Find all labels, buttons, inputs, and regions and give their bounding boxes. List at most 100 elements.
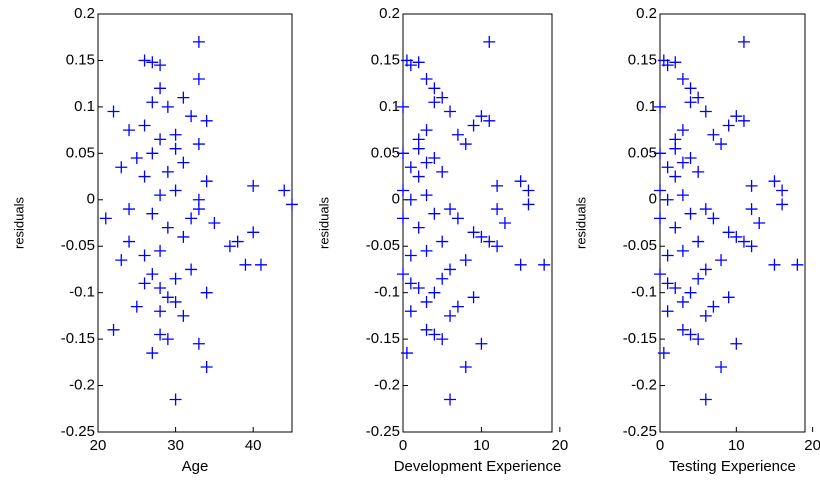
point bbox=[146, 147, 159, 160]
point bbox=[459, 360, 472, 373]
x-tick-label: 10 bbox=[728, 437, 745, 454]
point bbox=[699, 393, 712, 406]
point bbox=[684, 82, 697, 95]
point bbox=[192, 203, 205, 216]
point bbox=[514, 258, 527, 271]
point bbox=[161, 100, 174, 113]
point bbox=[669, 56, 682, 69]
point bbox=[192, 337, 205, 350]
point bbox=[699, 309, 712, 322]
point bbox=[154, 244, 167, 257]
point bbox=[169, 272, 182, 285]
point bbox=[730, 337, 743, 350]
y-tick-label: 0.05 bbox=[66, 144, 95, 161]
point bbox=[138, 170, 151, 183]
point bbox=[459, 138, 472, 151]
y-tick-label: -0.2 bbox=[374, 377, 400, 394]
point bbox=[185, 212, 198, 225]
x-tick-label: 30 bbox=[167, 437, 184, 454]
point bbox=[676, 189, 689, 202]
point bbox=[661, 59, 674, 72]
point bbox=[522, 184, 535, 197]
point bbox=[692, 272, 705, 285]
point bbox=[154, 328, 167, 341]
point bbox=[412, 221, 425, 234]
point bbox=[146, 268, 159, 281]
x-axis-label: Age bbox=[182, 458, 209, 475]
point bbox=[776, 184, 789, 197]
point bbox=[753, 217, 766, 229]
point bbox=[428, 328, 441, 341]
point bbox=[154, 82, 167, 95]
point bbox=[436, 91, 449, 104]
point bbox=[428, 82, 441, 95]
point bbox=[475, 230, 488, 243]
point bbox=[404, 59, 417, 72]
point bbox=[400, 347, 413, 360]
point bbox=[467, 291, 480, 304]
point bbox=[412, 282, 425, 295]
point bbox=[115, 161, 128, 174]
point bbox=[185, 263, 198, 276]
point bbox=[420, 189, 433, 202]
point bbox=[247, 179, 260, 192]
point bbox=[428, 207, 441, 220]
point bbox=[684, 96, 697, 109]
point bbox=[661, 305, 674, 318]
point bbox=[661, 161, 674, 174]
y-tick-label: -0.15 bbox=[61, 330, 95, 347]
y-tick-label: 0.1 bbox=[74, 98, 95, 115]
point bbox=[475, 337, 488, 350]
y-tick-label: 0.2 bbox=[74, 5, 95, 22]
point bbox=[669, 221, 682, 234]
point bbox=[491, 179, 504, 192]
y-tick-label: 0 bbox=[392, 191, 400, 208]
point bbox=[397, 100, 409, 113]
point bbox=[776, 198, 789, 211]
point bbox=[192, 35, 205, 48]
point bbox=[412, 56, 425, 69]
point bbox=[397, 147, 409, 160]
x-tick-label: 0 bbox=[656, 437, 664, 454]
x-tick-label: 20 bbox=[551, 437, 568, 454]
point bbox=[791, 258, 804, 271]
point bbox=[444, 263, 457, 276]
point bbox=[436, 235, 449, 248]
point bbox=[669, 282, 682, 295]
point bbox=[169, 295, 182, 308]
point bbox=[420, 124, 433, 137]
point bbox=[692, 235, 705, 248]
point bbox=[254, 258, 267, 271]
point bbox=[138, 119, 151, 132]
point bbox=[436, 333, 449, 346]
point bbox=[154, 189, 167, 202]
point bbox=[404, 305, 417, 318]
x-tick-label: 20 bbox=[804, 437, 820, 454]
point bbox=[768, 258, 781, 271]
y-tick-label: -0.1 bbox=[69, 284, 95, 301]
point bbox=[231, 235, 244, 248]
point bbox=[404, 277, 417, 290]
y-tick-label: -0.05 bbox=[366, 237, 400, 254]
point bbox=[404, 161, 417, 174]
y-tick-label: -0.15 bbox=[366, 330, 400, 347]
point bbox=[138, 277, 151, 290]
point bbox=[722, 291, 735, 304]
point bbox=[397, 212, 409, 225]
point bbox=[115, 254, 128, 267]
y-tick-label: -0.05 bbox=[61, 237, 95, 254]
point bbox=[154, 133, 167, 146]
point bbox=[498, 217, 511, 229]
point bbox=[514, 175, 527, 188]
point bbox=[428, 151, 441, 164]
point bbox=[684, 207, 697, 220]
point bbox=[420, 323, 433, 336]
point bbox=[177, 309, 190, 322]
y-tick-label: -0.25 bbox=[61, 423, 95, 440]
x-tick-label: 10 bbox=[473, 437, 490, 454]
point bbox=[154, 59, 167, 72]
point bbox=[146, 347, 159, 360]
x-tick-label: 0 bbox=[399, 437, 407, 454]
point bbox=[745, 203, 758, 216]
